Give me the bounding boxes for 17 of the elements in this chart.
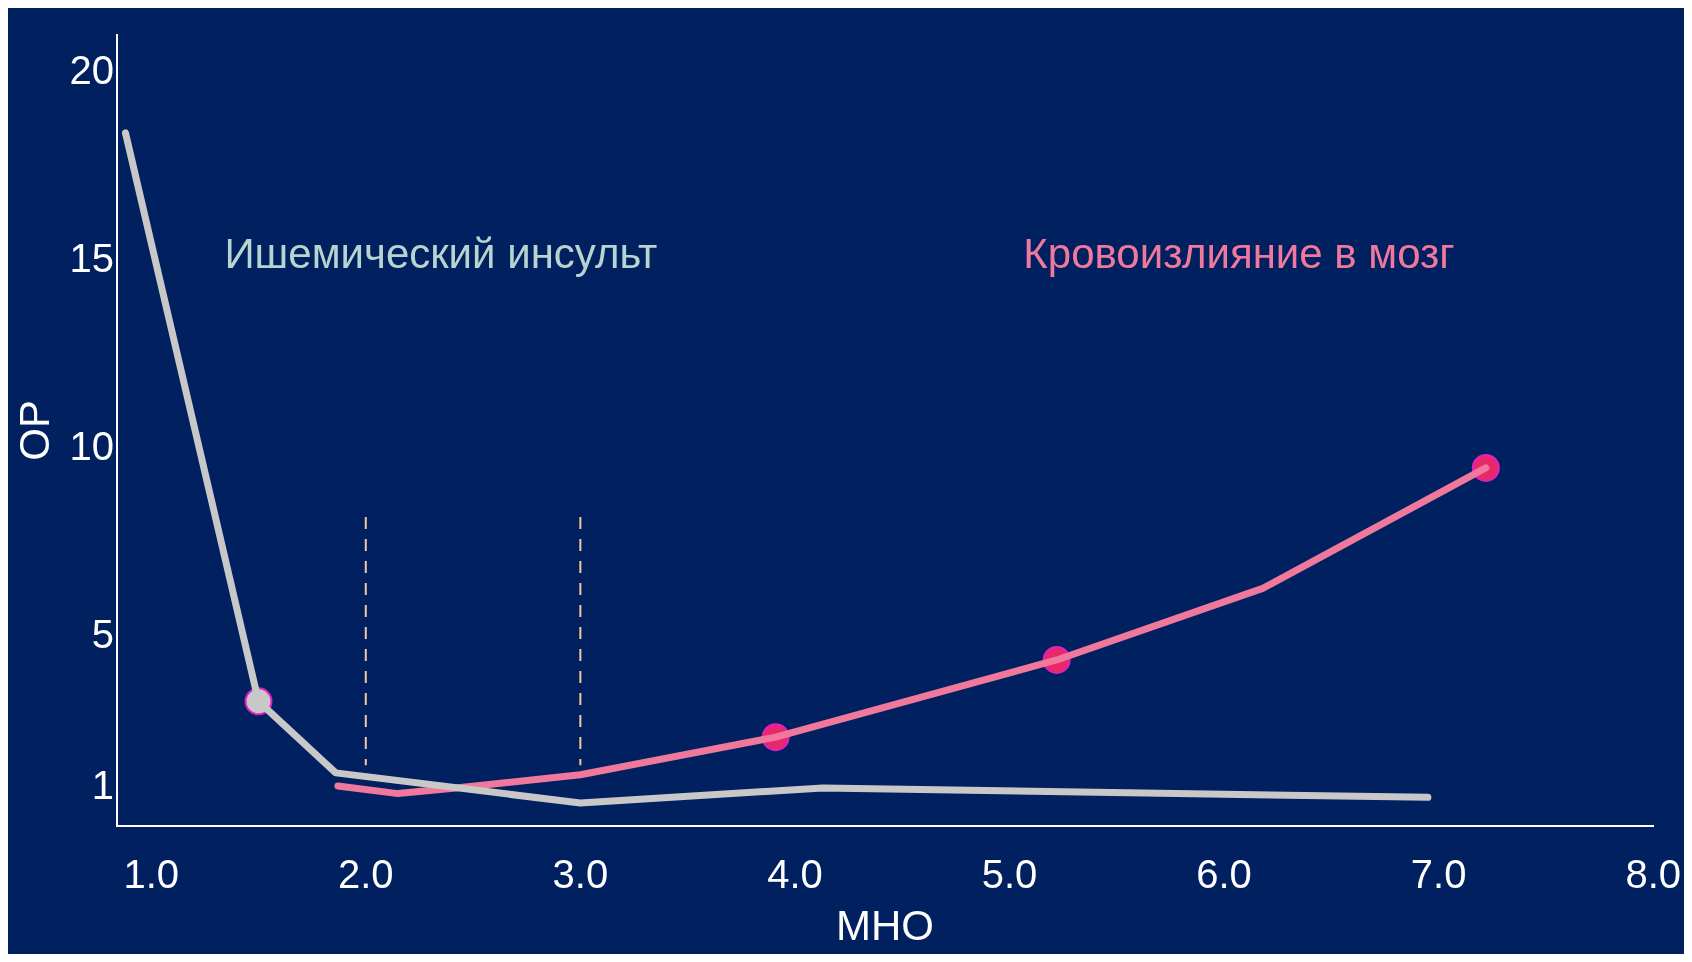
x-tick-label: 8.0	[1625, 851, 1681, 896]
x-tick-label: 3.0	[552, 851, 609, 896]
x-tick-label: 1.0	[123, 851, 180, 896]
y-tick-label: 5	[91, 612, 114, 657]
y-tick-label: 1	[91, 762, 114, 807]
y-tick-label: 15	[69, 235, 114, 280]
x-tick-label: 4.0	[767, 851, 823, 896]
x-tick-label: 6.0	[1196, 851, 1252, 896]
x-tick-label: 5.0	[981, 851, 1038, 896]
y-axis-title: ОР	[10, 399, 58, 461]
y-tick-label: 20	[69, 47, 114, 92]
y-tick-label: 10	[69, 424, 114, 469]
text: Кровоизлияние в мозг	[1023, 229, 1455, 277]
x-tick-label: 7.0	[1410, 851, 1467, 896]
series-label: Ишемический инсульт	[224, 229, 658, 277]
x-axis-title: МНО	[836, 902, 935, 950]
x-tick-label: 2.0	[337, 851, 394, 896]
